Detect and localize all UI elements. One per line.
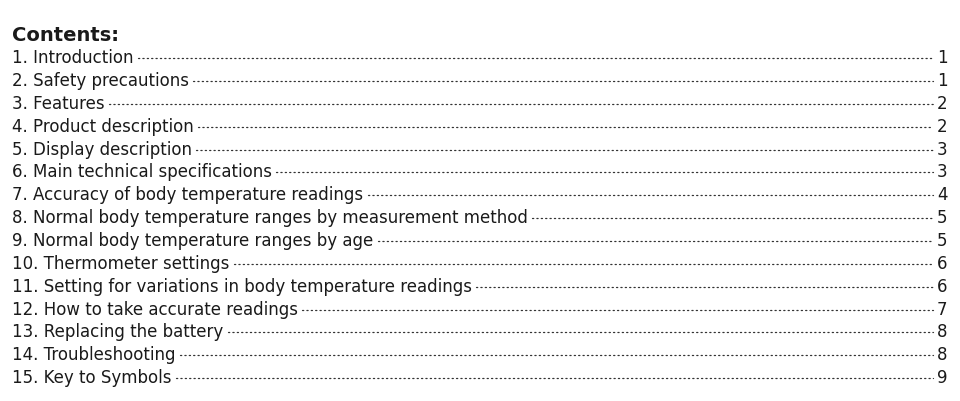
Text: 2: 2 — [937, 95, 948, 113]
Text: 10. Thermometer settings: 10. Thermometer settings — [12, 255, 229, 273]
Text: 5: 5 — [937, 232, 948, 250]
Text: 13. Replacing the battery: 13. Replacing the battery — [12, 324, 224, 341]
Text: 7: 7 — [937, 301, 948, 318]
Text: 9. Normal body temperature ranges by age: 9. Normal body temperature ranges by age — [12, 232, 373, 250]
Text: 11. Setting for variations in body temperature readings: 11. Setting for variations in body tempe… — [12, 278, 472, 296]
Text: 12. How to take accurate readings: 12. How to take accurate readings — [12, 301, 299, 318]
Text: 8: 8 — [937, 324, 948, 341]
Text: 2. Safety precautions: 2. Safety precautions — [12, 72, 189, 90]
Text: 14. Troubleshooting: 14. Troubleshooting — [12, 346, 176, 364]
Text: 6: 6 — [937, 255, 948, 273]
Text: 9: 9 — [937, 369, 948, 387]
Text: Contents:: Contents: — [12, 26, 119, 45]
Text: 15. Key to Symbols: 15. Key to Symbols — [12, 369, 172, 387]
Text: 3: 3 — [937, 164, 948, 181]
Text: 7. Accuracy of body temperature readings: 7. Accuracy of body temperature readings — [12, 186, 364, 204]
Text: 3. Features: 3. Features — [12, 95, 105, 113]
Text: 4. Product description: 4. Product description — [12, 118, 194, 136]
Text: 2: 2 — [937, 118, 948, 136]
Text: 1: 1 — [937, 72, 948, 90]
Text: 6. Main technical specifications: 6. Main technical specifications — [12, 164, 273, 181]
Text: 8: 8 — [937, 346, 948, 364]
Text: 1. Introduction: 1. Introduction — [12, 49, 134, 67]
Text: 5: 5 — [937, 209, 948, 227]
Text: 3: 3 — [937, 141, 948, 158]
Text: 1: 1 — [937, 49, 948, 67]
Text: 8. Normal body temperature ranges by measurement method: 8. Normal body temperature ranges by mea… — [12, 209, 528, 227]
Text: 6: 6 — [937, 278, 948, 296]
Text: 4: 4 — [937, 186, 948, 204]
Text: 5. Display description: 5. Display description — [12, 141, 192, 158]
